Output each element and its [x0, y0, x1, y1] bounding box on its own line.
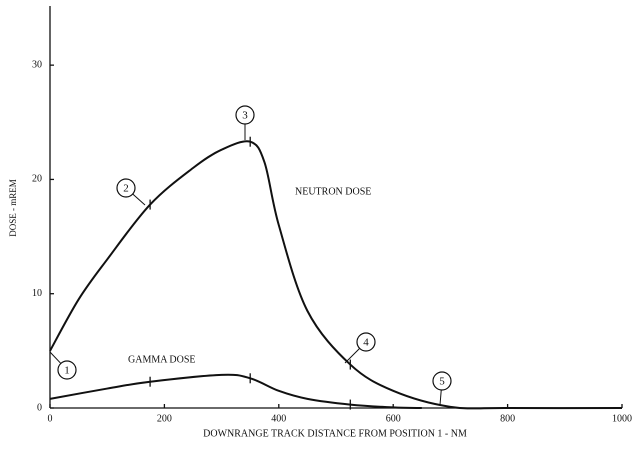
annotation: 2: [123, 183, 129, 195]
leader-line: [344, 348, 360, 364]
y-tick-label: 0: [37, 402, 42, 413]
annotation-circle: [57, 360, 77, 380]
y-tick-label: 30: [32, 59, 42, 70]
annotation-circle: [432, 371, 452, 391]
x-tick-label: 600: [386, 413, 401, 424]
series-label: GAMMA DOSE: [128, 354, 196, 365]
annotation: 5: [439, 376, 445, 388]
annotation: 1: [64, 365, 70, 377]
annotation-circle: [235, 105, 255, 125]
leader-line: [132, 193, 146, 206]
annotation: 3: [242, 110, 248, 122]
line: [49, 373, 422, 409]
y-tick-label: 10: [32, 288, 42, 299]
annotation: 4: [363, 337, 369, 349]
x-tick-label: 800: [500, 413, 515, 424]
x-tick-label: 400: [271, 413, 286, 424]
y-axis-label: DOSE - mREM: [8, 179, 18, 237]
x-tick-label: 0: [48, 413, 53, 424]
leader-line: [439, 389, 442, 406]
annotation-circle: [116, 178, 136, 198]
y-tick-label: 20: [32, 174, 42, 185]
series-label: NEUTRON DOSE: [295, 186, 371, 197]
x-tick-label: 1000: [612, 413, 632, 424]
leader-line: [49, 351, 62, 364]
annotation-circle: [356, 332, 376, 352]
line: [49, 140, 623, 410]
x-tick-label: 200: [157, 413, 172, 424]
x-axis-label: DOWNRANGE TRACK DISTANCE FROM POSITION 1…: [203, 428, 467, 439]
